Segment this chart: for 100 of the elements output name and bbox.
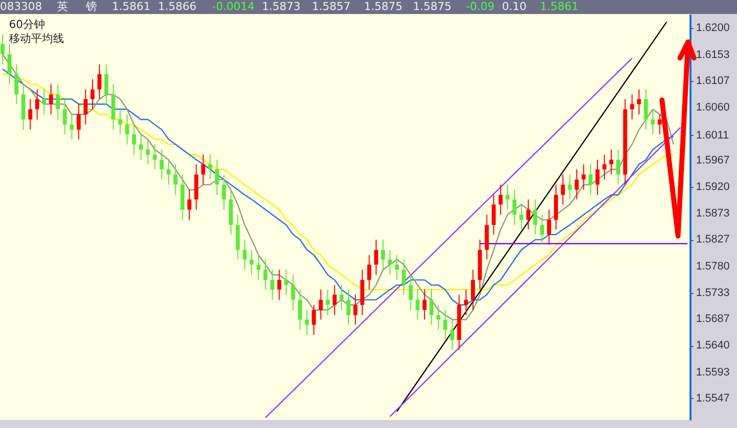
candlestick: [174, 164, 178, 196]
candlestick: [304, 309, 309, 336]
y-tick-label: 1.5873: [696, 208, 730, 220]
text: 镑: [86, 0, 97, 14]
y-tick-label: 1.5687: [696, 313, 730, 326]
y-tick-label: 1.6060: [696, 102, 730, 114]
candlestick: [138, 134, 143, 160]
candlestick: [14, 64, 18, 105]
y-tick-label: 1.6200: [696, 22, 730, 34]
candlestick: [90, 78, 95, 110]
text: -0.0014: [212, 0, 254, 14]
candlestick: [152, 144, 157, 170]
candlestick: [547, 209, 552, 246]
candlestick: [568, 174, 572, 200]
candlestick: [104, 64, 108, 105]
candlestick: [443, 309, 448, 341]
candlestick: [346, 289, 350, 326]
candlestick: [125, 114, 130, 145]
candlestick: [326, 289, 330, 316]
candlestick: [644, 88, 648, 130]
candlestick: [28, 98, 32, 130]
candlestick: [526, 198, 530, 230]
text: 1.5875: [413, 0, 452, 14]
candlestick: [374, 239, 378, 276]
candlestick: [616, 149, 620, 186]
candlestick: [160, 149, 164, 180]
text: -0.09: [466, 0, 494, 14]
candlestick: [298, 289, 302, 330]
candlestick: [284, 269, 288, 296]
text: 移动平均线: [9, 31, 64, 46]
candlestick: [332, 284, 337, 316]
y-tick-label: 1.6011: [696, 129, 729, 142]
candlestick: [574, 168, 579, 200]
y-tick-label: 1.5967: [696, 154, 730, 166]
candlestick: [49, 84, 54, 115]
candlestick: [609, 149, 614, 175]
candlestick: [464, 289, 468, 316]
candlestick: [658, 114, 662, 135]
candlestick: [312, 304, 316, 336]
candlestick: [492, 194, 496, 236]
candlestick: [588, 164, 593, 196]
candlestick: [512, 189, 516, 226]
candlestick: [0, 34, 5, 65]
candlestick: [540, 214, 544, 246]
candlestick: [402, 259, 406, 296]
candlestick: [436, 304, 440, 330]
candlestick: [62, 98, 67, 135]
candlestick: [394, 254, 399, 280]
y-tick-label: 1.6153: [696, 48, 730, 61]
candlestick: [519, 204, 524, 230]
candlestick: [340, 284, 344, 310]
candlestick: [118, 108, 122, 135]
chart-title: 60分钟: [9, 17, 45, 32]
candlestick: [8, 44, 12, 85]
text: 083308: [0, 0, 42, 14]
candlestick: [367, 254, 372, 290]
candlestick: [215, 159, 220, 196]
y-tick-label: 1.5593: [696, 366, 730, 378]
candlestick: [450, 319, 454, 350]
candlestick: [595, 159, 600, 196]
candlestick: [602, 154, 606, 180]
candlestick: [353, 294, 358, 326]
text: 英: [57, 0, 68, 14]
text: 1.5875: [364, 0, 402, 14]
candlestick: [560, 174, 565, 206]
candlestick: [166, 159, 171, 186]
candlestick: [132, 124, 136, 156]
candlestick: [429, 289, 434, 326]
candlestick: [422, 289, 427, 320]
text: 0.10: [502, 0, 526, 14]
candlestick: [388, 249, 392, 276]
text: 1.5873: [262, 0, 300, 14]
text: 1.5866: [158, 0, 196, 14]
candlestick: [318, 289, 323, 320]
y-tick-label: 1.5640: [696, 340, 730, 352]
candlestick: [582, 164, 586, 190]
text: 1.5861: [112, 0, 150, 14]
candlestick: [291, 274, 296, 310]
candlestick: [270, 269, 274, 300]
candlestick: [381, 239, 386, 270]
candlestick: [416, 289, 420, 320]
candlestick: [263, 259, 268, 290]
candlestick: [242, 239, 247, 270]
y-tick-label: 1.5920: [696, 180, 730, 193]
candlestick: [408, 274, 413, 310]
y-tick-label: 1.5547: [696, 392, 730, 404]
candlestick: [650, 108, 655, 135]
text: 1.5861: [540, 0, 578, 14]
candlestick: [70, 114, 74, 140]
candlestick: [636, 88, 641, 115]
candlestick: [533, 198, 538, 236]
candlestick: [256, 254, 261, 280]
y-tick-label: 1.5733: [696, 286, 730, 299]
candlestick: [222, 174, 226, 210]
candlestick: [250, 249, 254, 276]
candlestick: [76, 104, 81, 140]
candlestick: [42, 88, 46, 115]
candlestick: [35, 88, 40, 120]
candlestick: [187, 189, 192, 220]
candlestick: [498, 184, 503, 216]
